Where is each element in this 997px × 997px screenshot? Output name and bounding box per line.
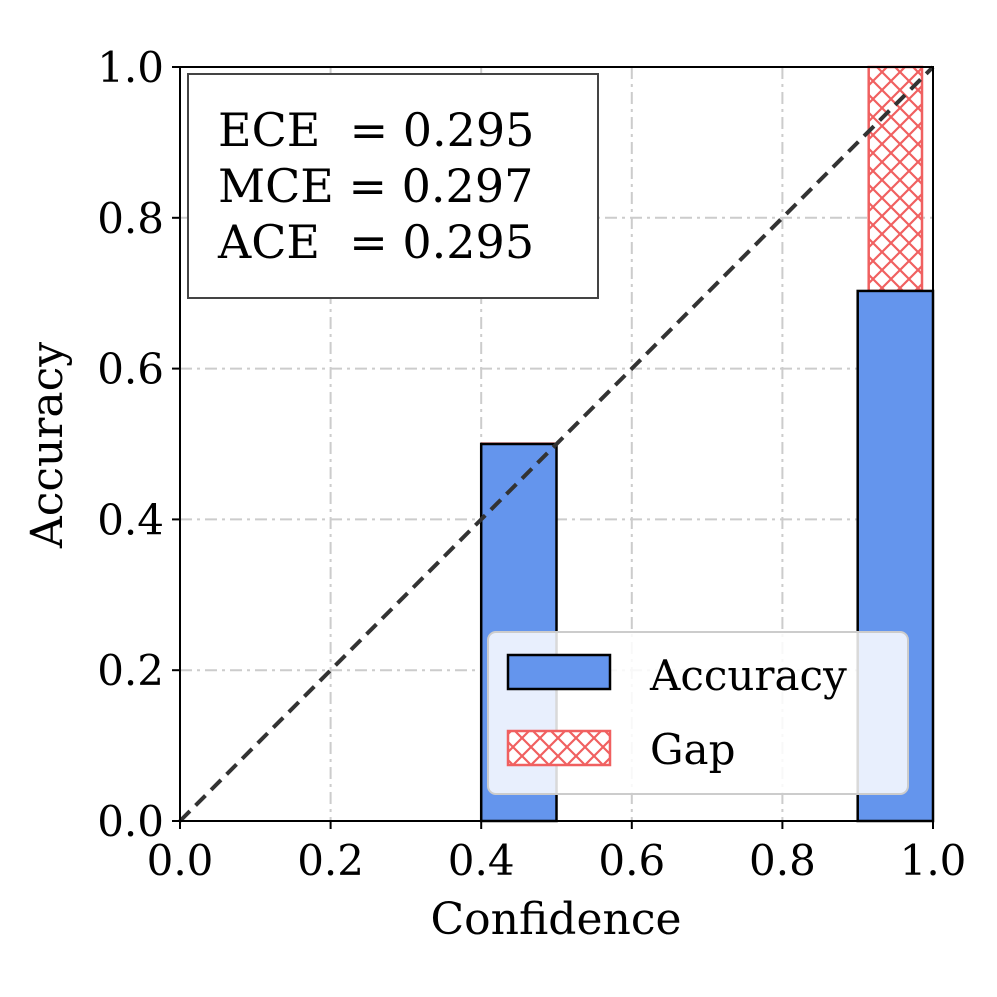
legend-accuracy-swatch <box>506 653 612 691</box>
y-tick-label-5: 1.0 <box>97 43 164 92</box>
metrics-box-frame <box>187 73 599 299</box>
axis-ticks: 0.0 0.2 0.4 0.6 0.8 1.0 0.0 0.2 0.4 0.6 0.8 1.0 <box>97 43 966 885</box>
y-tick-label-1: 0.2 <box>97 646 164 695</box>
y-axis-title: Accuracy <box>22 342 73 549</box>
y-tick-label-2: 0.4 <box>97 495 164 544</box>
x-tick-label-2: 0.4 <box>448 836 515 885</box>
y-tick-label-0: 0.0 <box>97 797 164 846</box>
y-tick-label-3: 0.6 <box>97 345 164 394</box>
legend: Accuracy Gap <box>487 631 909 795</box>
x-tick-label-1: 0.2 <box>297 836 364 885</box>
y-tick-label-4: 0.8 <box>97 194 164 243</box>
metrics-box: ECE = 0.295 MCE = 0.297 ACE = 0.295 <box>187 73 599 299</box>
x-tick-label-5: 1.0 <box>900 836 967 885</box>
ace-metric: ACE = 0.295 <box>217 215 534 269</box>
gap-bar-1 <box>867 65 924 293</box>
legend-accuracy-label: Accuracy <box>649 651 847 700</box>
x-tick-label-3: 0.6 <box>598 836 665 885</box>
plot-frame <box>179 66 934 822</box>
legend-gap-swatch <box>506 729 612 767</box>
ece-metric: ECE = 0.295 <box>218 103 534 157</box>
mce-metric: MCE = 0.297 <box>218 159 533 213</box>
reference-line-group <box>178 65 935 823</box>
legend-gap-label: Gap <box>650 725 735 774</box>
reference-line <box>178 65 935 823</box>
x-tick-label-4: 0.8 <box>749 836 816 885</box>
x-axis-title: Confidence <box>430 894 681 945</box>
x-tick-label-0: 0.0 <box>147 836 214 885</box>
